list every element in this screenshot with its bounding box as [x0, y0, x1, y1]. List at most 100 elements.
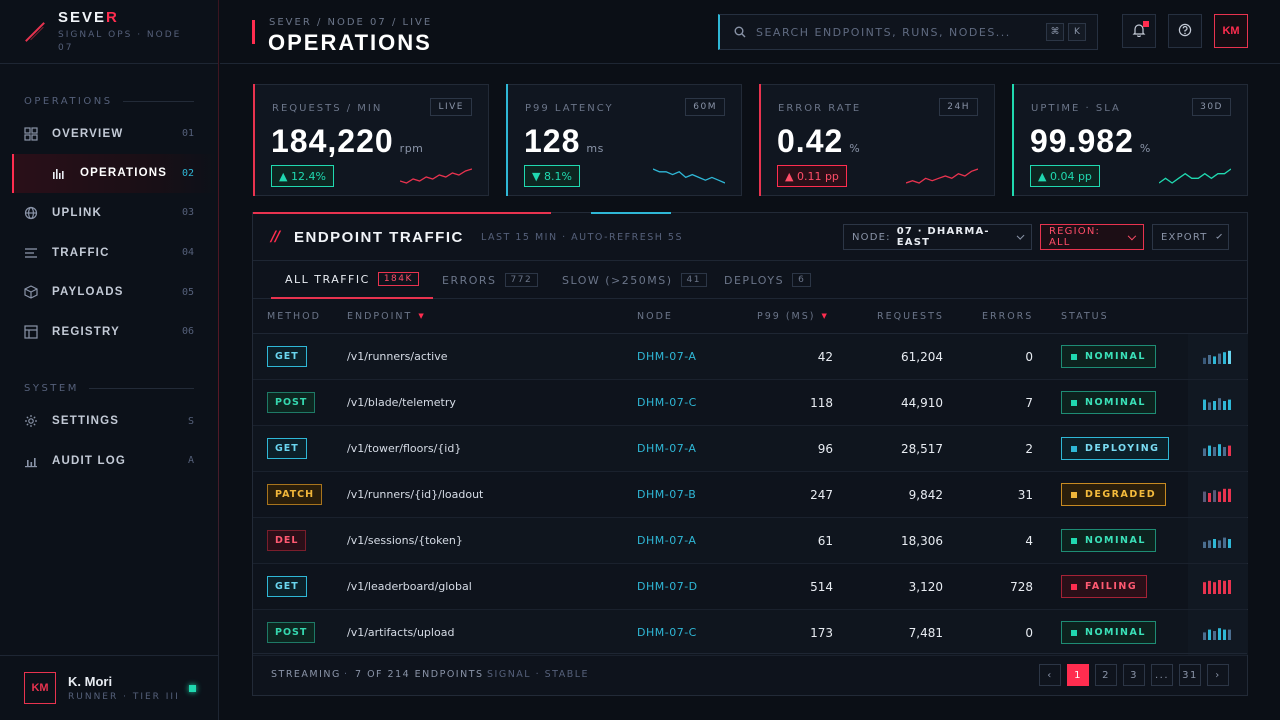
- mini-bar: [1223, 488, 1226, 502]
- table-row[interactable]: PATCH /v1/runners/{id}/loadout DHM-07-B …: [253, 472, 1248, 518]
- panel-title: ENDPOINT TRAFFIC: [294, 229, 464, 246]
- search-box[interactable]: ⌘ K: [718, 14, 1098, 50]
- row-mini-bars: [1188, 334, 1248, 379]
- sidebar-item-overview[interactable]: OVERVIEW 01: [0, 114, 218, 154]
- node-link[interactable]: DHM-07-C: [637, 396, 697, 409]
- col-endpoint[interactable]: ENDPOINT ▼: [347, 311, 426, 322]
- tab-errors[interactable]: ERRORS 772: [442, 261, 539, 299]
- help-icon: [1178, 22, 1192, 41]
- grid-icon: [24, 127, 38, 141]
- requests-value: 9,842: [908, 487, 943, 502]
- node-link[interactable]: DHM-07-B: [637, 488, 697, 501]
- sidebar-item-payloads[interactable]: PAYLOADS 05: [0, 272, 218, 312]
- col-status[interactable]: STATUS: [1061, 311, 1109, 322]
- mini-bar: [1203, 399, 1206, 410]
- mini-bar: [1213, 581, 1216, 594]
- page-button[interactable]: ...: [1151, 664, 1173, 686]
- kpi-card[interactable]: P99 LATENCY 60M 128 ms ▼ 8.1%: [506, 84, 742, 196]
- node-link[interactable]: DHM-07-A: [637, 534, 697, 547]
- tab-label: ALL TRAFFIC: [285, 272, 370, 286]
- mini-bar: [1223, 537, 1226, 548]
- next-page-button[interactable]: ›: [1207, 664, 1229, 686]
- method-badge: POST: [267, 392, 316, 413]
- mini-bar: [1213, 355, 1216, 364]
- user-card[interactable]: KM K. Mori RUNNER · TIER III: [0, 655, 218, 720]
- tab-all-traffic[interactable]: ALL TRAFFIC 184K: [271, 261, 433, 299]
- sidebar-item-label: TRAFFIC: [52, 246, 110, 259]
- tab-label: DEPLOYS: [724, 273, 785, 287]
- help-button[interactable]: [1168, 14, 1202, 48]
- node-select[interactable]: NODE: 07 · DHARMA-EAST: [843, 224, 1032, 250]
- brand-subtitle: SIGNAL OPS · NODE 07: [58, 29, 182, 53]
- title-accent-bar: [252, 20, 255, 44]
- kpi-range-tag[interactable]: 24H: [939, 98, 978, 116]
- export-button[interactable]: EXPORT: [1152, 224, 1229, 250]
- page-button[interactable]: 3: [1123, 664, 1145, 686]
- table-row[interactable]: DEL /v1/sessions/{token} DHM-07-A 61 18,…: [253, 518, 1248, 564]
- kpi-card[interactable]: UPTIME · SLA 30D 99.982% ▲ 0.04 pp: [1012, 84, 1248, 196]
- status-dot-icon: [1071, 583, 1077, 590]
- sidebar-item-settings[interactable]: SETTINGS S: [0, 402, 218, 442]
- tab-slow[interactable]: SLOW (>250MS) 41: [562, 261, 707, 299]
- p99-value: 514: [810, 579, 833, 594]
- endpoint-path[interactable]: /v1/artifacts/upload: [347, 626, 455, 639]
- kpi-range-tag[interactable]: 30D: [1192, 98, 1231, 116]
- panel-accent-cyan: [591, 212, 671, 214]
- sparkline-path: [1159, 168, 1231, 184]
- prev-page-button[interactable]: ‹: [1039, 664, 1061, 686]
- col-node[interactable]: NODE: [637, 311, 673, 322]
- endpoint-path[interactable]: /v1/tower/floors/{id}: [347, 442, 462, 455]
- endpoint-path[interactable]: /v1/runners/{id}/loadout: [347, 488, 484, 501]
- table-row[interactable]: POST /v1/artifacts/upload DHM-07-C 173 7…: [253, 610, 1248, 656]
- table-row[interactable]: GET /v1/tower/floors/{id} DHM-07-A 96 28…: [253, 426, 1248, 472]
- mini-bar: [1203, 491, 1206, 502]
- tab-deploys[interactable]: DEPLOYS 6: [724, 261, 812, 299]
- node-link[interactable]: DHM-07-A: [637, 442, 697, 455]
- node-link[interactable]: DHM-07-C: [637, 626, 697, 639]
- sidebar-item-operations[interactable]: OPERATIONS 02: [12, 153, 218, 194]
- sidebar-item-uplink[interactable]: UPLINK 03: [0, 193, 218, 233]
- requests-value: 7,481: [908, 625, 943, 640]
- endpoint-path[interactable]: /v1/runners/active: [347, 350, 448, 363]
- kpi-card[interactable]: ERROR RATE 24H 0.42% ▲ 0.11 pp: [759, 84, 995, 196]
- table-row[interactable]: POST /v1/blade/telemetry DHM-07-C 118 44…: [253, 380, 1248, 426]
- p99-value: 173: [810, 625, 833, 640]
- kpi-range-tag[interactable]: LIVE: [430, 98, 472, 116]
- mini-bar: [1208, 445, 1211, 456]
- page-button[interactable]: 1: [1067, 664, 1089, 686]
- mini-bar: [1218, 443, 1221, 456]
- page-button[interactable]: 31: [1179, 664, 1201, 686]
- table-row[interactable]: GET /v1/leaderboard/global DHM-07-D 514 …: [253, 564, 1248, 610]
- col-errors[interactable]: ERRORS: [982, 311, 1034, 322]
- header-avatar[interactable]: KM: [1214, 14, 1248, 48]
- errors-value: 7: [1025, 395, 1033, 410]
- mini-bar: [1208, 401, 1211, 410]
- page-button[interactable]: 2: [1095, 664, 1117, 686]
- status-badge: NOMINAL: [1061, 391, 1156, 414]
- region-select[interactable]: REGION: ALL: [1040, 224, 1144, 250]
- col-method[interactable]: METHOD: [267, 311, 321, 322]
- kpi-accent-edge: [506, 84, 508, 196]
- tab-count: 41: [680, 273, 707, 287]
- mini-bar-chart: [1203, 537, 1231, 548]
- endpoint-path[interactable]: /v1/sessions/{token}: [347, 534, 463, 547]
- col-p99[interactable]: P99 (MS) ▼: [757, 311, 829, 322]
- col-requests[interactable]: REQUESTS: [877, 311, 944, 322]
- sidebar-item-registry[interactable]: REGISTRY 06: [0, 312, 218, 352]
- node-link[interactable]: DHM-07-A: [637, 350, 697, 363]
- sidebar-item-traffic[interactable]: TRAFFIC 04: [0, 233, 218, 273]
- notifications-button[interactable]: [1122, 14, 1156, 48]
- kpi-value: 99.982%: [1030, 123, 1151, 159]
- kpi-card[interactable]: REQUESTS / MIN LIVE 184,220 rpm ▲ 12.4%: [253, 84, 489, 196]
- sidebar-item-audit-log[interactable]: AUDIT LOG A: [0, 441, 218, 481]
- sidebar: SEVER SIGNAL OPS · NODE 07 OPERATIONS OV…: [0, 0, 219, 720]
- table-row[interactable]: GET /v1/runners/active DHM-07-A 42 61,20…: [253, 334, 1248, 380]
- node-link[interactable]: DHM-07-D: [637, 580, 698, 593]
- endpoint-path[interactable]: /v1/blade/telemetry: [347, 396, 456, 409]
- mini-bar: [1213, 446, 1216, 456]
- endpoint-path[interactable]: /v1/leaderboard/global: [347, 580, 472, 593]
- brand-logo-icon: [24, 21, 46, 43]
- search-input[interactable]: [756, 25, 1016, 39]
- kpi-range-tag[interactable]: 60M: [685, 98, 725, 116]
